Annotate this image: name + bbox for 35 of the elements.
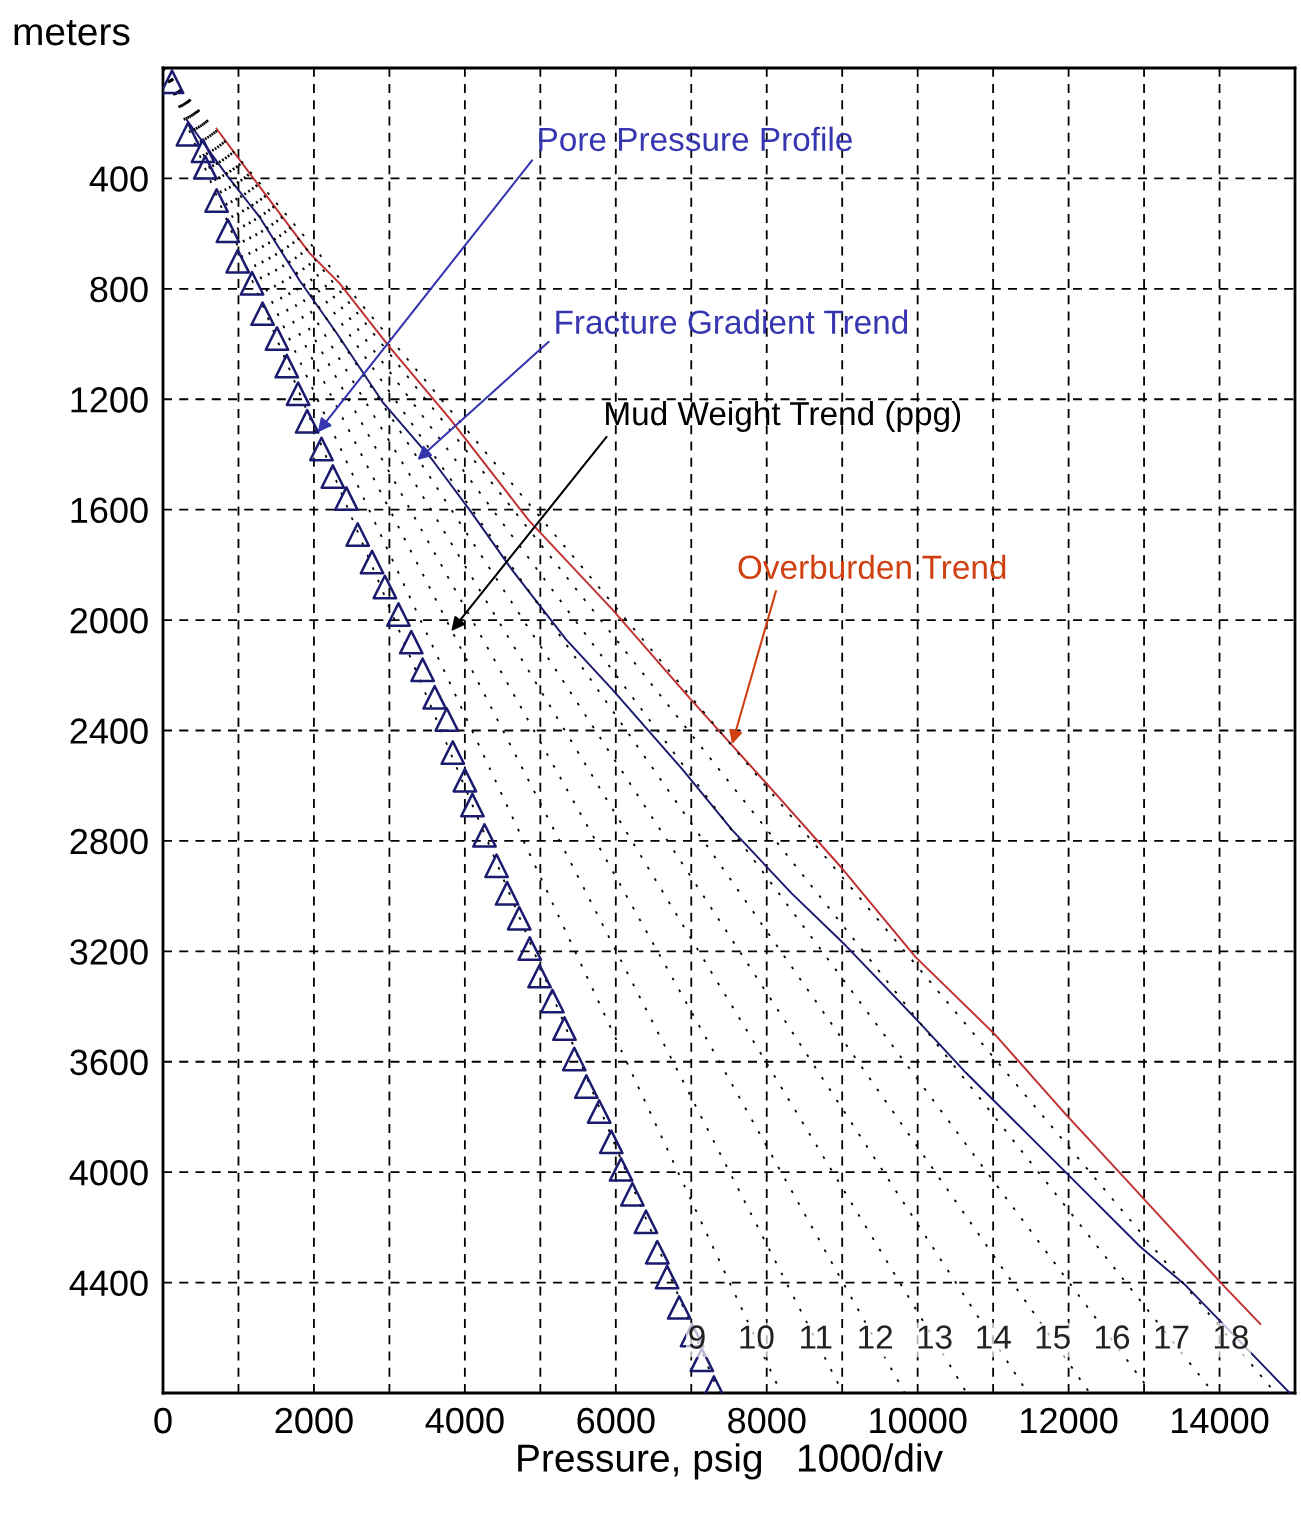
series-label: 14 [977,1325,1011,1349]
x-tick-label: 14000 [1172,1407,1269,1434]
annotation: Fracture Gradient Trend [556,309,908,334]
y-axis-title: meters [14,19,130,46]
y-tick-label: 3200 [70,939,148,965]
y-tick-label: 2000 [70,607,148,634]
series-label: 11 [800,1325,832,1349]
y-tick-label: 4000 [69,1160,148,1186]
annotation: Mud Weight Trend (ppg) [606,400,961,433]
x-tick-label: 8000 [728,1407,806,1434]
series-label: 10 [740,1325,774,1349]
x-tick-label: 4000 [425,1407,504,1434]
y-tick-label: 2400 [70,718,148,744]
annotation: Pore Pressure Profile [539,126,852,152]
series-label: 17 [1155,1325,1189,1349]
x-axis-title: Pressure, psig 1000/div [518,1443,943,1480]
x-tick-label: 2000 [275,1407,353,1434]
x-tick-label: 10000 [870,1407,967,1434]
y-tick-label: 4400 [69,1270,148,1297]
series-label: 12 [859,1325,893,1349]
series-label: 18 [1214,1325,1248,1349]
series-label: 9 [689,1325,705,1349]
x-tick-label: 6000 [577,1407,655,1434]
y-tick-label: 1600 [71,497,148,524]
y-tick-label: 400 [89,166,148,192]
x-tick-label: 12000 [1021,1407,1118,1434]
x-tick-label: 0 [154,1407,172,1434]
y-tick-label: 1200 [71,387,148,413]
series-label: 13 [918,1325,952,1349]
series-label: 16 [1096,1325,1130,1349]
y-tick-label: 800 [90,276,148,303]
series-label: 15 [1036,1325,1070,1349]
y-tick-label: 2800 [70,828,148,855]
y-tick-label: 3600 [70,1049,148,1076]
annotation: Overburden Trend [738,554,1006,580]
